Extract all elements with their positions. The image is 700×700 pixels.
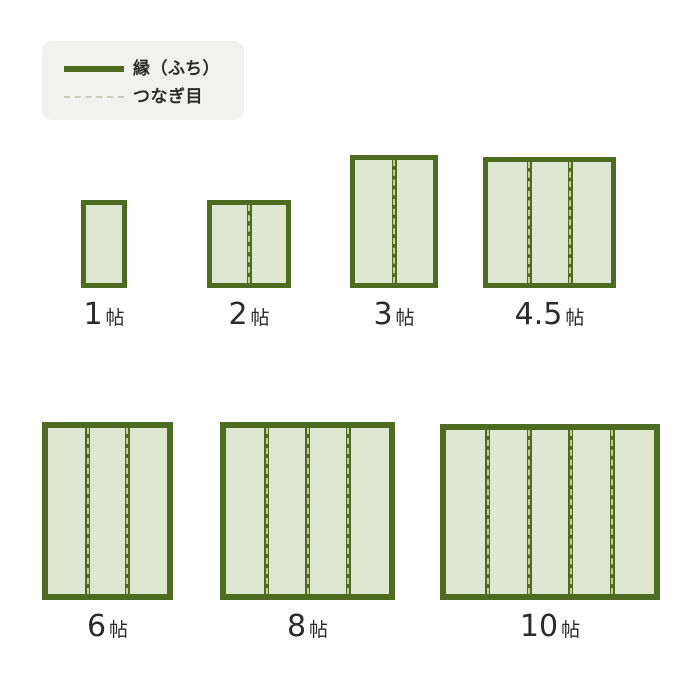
mat-size-unit: 帖 xyxy=(105,307,125,329)
legend: 縁（ふち） つなぎ目 xyxy=(42,41,244,120)
seam-line xyxy=(609,430,615,594)
legend-label-fuchi: 縁（ふち） xyxy=(133,58,220,79)
legend-item-tsunagime: つなぎ目 xyxy=(64,87,203,107)
mat-1jo xyxy=(81,200,127,288)
legend-item-fuchi: 縁（ふち） xyxy=(64,59,220,79)
seam-line xyxy=(85,428,91,594)
mat-size-unit: 帖 xyxy=(250,307,270,329)
mat-4-5jo xyxy=(483,157,616,288)
mat-10jo xyxy=(440,424,660,600)
mat-size-unit: 帖 xyxy=(395,307,415,329)
mat-size-number: 10 xyxy=(519,609,559,644)
mat-size-unit: 帖 xyxy=(309,619,329,641)
seam-line xyxy=(568,430,574,594)
solid-line-swatch-icon xyxy=(64,66,124,72)
mat-6jo xyxy=(42,422,173,600)
mat-size-number: 2 xyxy=(228,297,248,332)
seam-line xyxy=(567,162,573,283)
legend-label-tsunagime: つなぎ目 xyxy=(133,86,203,107)
seam-line xyxy=(391,160,397,283)
seam-line xyxy=(526,162,532,283)
mat-size-unit: 帖 xyxy=(109,619,129,641)
seam-line xyxy=(264,428,270,594)
seam-line xyxy=(124,428,130,594)
mat-size-number: 1 xyxy=(83,297,103,332)
seam-line xyxy=(345,428,351,594)
mat-8jo xyxy=(220,422,395,600)
mat-size-unit: 帖 xyxy=(565,307,585,329)
mat-size-number: 4.5 xyxy=(514,297,563,332)
seam-line xyxy=(526,430,532,594)
mat-2jo xyxy=(207,200,291,288)
seam-line xyxy=(485,430,491,594)
mat-size-number: 8 xyxy=(286,609,307,644)
mat-size-unit: 帖 xyxy=(561,619,581,641)
mat-size-number: 3 xyxy=(373,297,393,332)
seam-line xyxy=(305,428,310,594)
dashed-line-swatch-icon xyxy=(64,96,124,98)
mat-size-label: 10 帖 xyxy=(400,612,700,642)
mat-size-number: 6 xyxy=(86,609,107,644)
mat-3jo xyxy=(350,155,438,288)
mat-size-label: 4.5 帖 xyxy=(443,300,656,330)
seam-line xyxy=(246,205,252,283)
